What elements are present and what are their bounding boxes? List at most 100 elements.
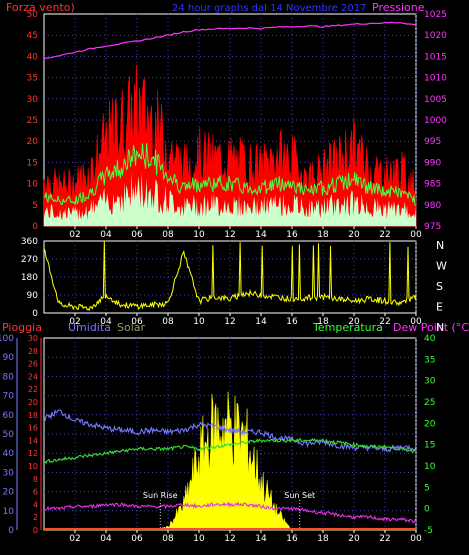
temperature-ytick-label: 15 — [424, 441, 435, 451]
direction-chart-xtick-label: 18 — [317, 317, 329, 327]
compass-label: N — [436, 321, 444, 334]
humidity-ytick-label: 20 — [3, 488, 15, 498]
direction-chart-xtick-label: 06 — [131, 317, 143, 327]
temperature-chart-xtick-label: 04 — [100, 534, 112, 544]
solar-series — [44, 391, 416, 531]
wind-chart-xtick-label: 18 — [317, 230, 329, 240]
wind-ytick-label: 10 — [27, 180, 39, 190]
wind-ytick-label: 25 — [27, 116, 38, 126]
wind-ytick-label: 45 — [27, 31, 38, 41]
pressure-ytick-label: 995 — [424, 137, 441, 147]
temperature-ytick-label: 25 — [424, 398, 435, 408]
rain-ytick-label: 8 — [33, 475, 38, 484]
rain-ytick-label: 28 — [28, 347, 38, 356]
rain-ytick-label: 6 — [33, 488, 38, 497]
wind-axis-title: Forza vento) — [6, 1, 75, 14]
wind-ytick-label: 20 — [27, 137, 39, 147]
pressure-ytick-label: 1010 — [424, 74, 447, 84]
compass-label: N — [436, 239, 444, 252]
direction-chart-xtick-label: 10 — [193, 317, 205, 327]
wind-chart-xtick-label: 06 — [131, 230, 143, 240]
direction-chart-xtick-label: 22 — [379, 317, 390, 327]
temperature-chart-xtick-label: 12 — [224, 534, 235, 544]
temperature-ytick-label: 35 — [424, 355, 435, 365]
wind-ytick-label: 0 — [32, 222, 38, 232]
temperature-ytick-label: 10 — [424, 462, 436, 472]
rain-axis-title: Pioggia — [2, 321, 42, 334]
rain-ytick-label: 22 — [28, 385, 38, 394]
direction-chart-xtick-label: 08 — [162, 317, 174, 327]
pressure-axis-title: Pressione — [372, 1, 425, 14]
pressure-ytick-label: 985 — [424, 180, 441, 190]
humidity-ytick-label: 50 — [3, 430, 15, 440]
wind-ytick-label: 50 — [27, 10, 39, 20]
rain-ytick-label: 20 — [28, 398, 38, 407]
pressure-ytick-label: 1005 — [424, 95, 447, 105]
rain-ytick-label: 30 — [28, 334, 38, 343]
rain-ytick-label: 10 — [28, 462, 38, 471]
direction-ytick-label: 90 — [27, 291, 39, 301]
humidity-ytick-label: 70 — [3, 392, 15, 402]
temperature-chart-xtick-label: 08 — [162, 534, 174, 544]
compass-label: E — [436, 301, 443, 314]
wind-chart-xtick-label: 08 — [162, 230, 174, 240]
rain-ytick-label: 14 — [28, 436, 38, 445]
sunrise-label: Sun Rise — [143, 491, 178, 500]
humidity-ytick-label: 100 — [0, 334, 14, 344]
wind-chart-xtick-label: 20 — [348, 230, 360, 240]
direction-chart-xtick-label: 00 — [410, 317, 422, 327]
wind-ytick-label: 40 — [27, 52, 39, 62]
temperature-chart-xtick-label: 22 — [379, 534, 390, 544]
pressure-ytick-label: 980 — [424, 201, 441, 211]
humidity-ytick-label: 80 — [3, 372, 15, 382]
wind-light-series — [44, 172, 416, 226]
rain-ytick-label: 4 — [33, 500, 38, 509]
pressure-ytick-label: 1000 — [424, 116, 447, 126]
rain-ytick-label: 0 — [33, 526, 38, 535]
humidity-ytick-label: 40 — [3, 449, 15, 459]
direction-chart-xtick-label: 02 — [69, 317, 80, 327]
wind-ytick-label: 35 — [27, 74, 38, 84]
temperature-chart-xtick-label: 18 — [317, 534, 329, 544]
sunset-label: Sun Set — [284, 491, 315, 500]
direction-series — [43, 240, 417, 312]
humidity-ytick-label: 60 — [3, 411, 15, 421]
compass-label: W — [436, 260, 447, 273]
wind-ytick-label: 30 — [27, 95, 39, 105]
wind-ytick-label: 15 — [27, 158, 38, 168]
humidity-axis-title: Umidita — [68, 321, 111, 334]
wind-ytick-label: 5 — [32, 201, 38, 211]
temperature-ytick-label: 40 — [424, 334, 436, 344]
rain-ytick-label: 2 — [33, 513, 38, 522]
temperature-ytick-label: 20 — [424, 419, 436, 429]
humidity-ytick-label: 0 — [8, 526, 14, 536]
humidity-ytick-label: 10 — [3, 507, 15, 517]
pressure-ytick-label: 975 — [424, 222, 441, 232]
temperature-chart-xtick-label: 02 — [69, 534, 80, 544]
direction-ytick-label: 180 — [21, 273, 38, 283]
wind-chart-xtick-label: 16 — [286, 230, 298, 240]
direction-ytick-label: 270 — [21, 255, 38, 265]
direction-chart-xtick-label: 04 — [100, 317, 112, 327]
rain-ytick-label: 26 — [28, 360, 38, 369]
humidity-series — [43, 409, 417, 453]
wind-chart-xtick-label: 14 — [255, 230, 267, 240]
dewpoint-series — [43, 501, 417, 524]
temperature-chart-xtick-label: 16 — [286, 534, 298, 544]
temperature-chart-xtick-label: 06 — [131, 534, 143, 544]
direction-chart-xtick-label: 20 — [348, 317, 360, 327]
temperature-ytick-label: 0 — [424, 505, 430, 515]
direction-chart-xtick-label: 16 — [286, 317, 298, 327]
wind-chart-xtick-label: 02 — [69, 230, 80, 240]
dewpoint-axis-title: Dew Point (°C) — [393, 321, 469, 334]
temperature-chart-xtick-label: 20 — [348, 534, 360, 544]
temperature-ytick-label: -5 — [424, 526, 433, 536]
direction-chart-xtick-label: 14 — [255, 317, 267, 327]
rain-ytick-label: 12 — [28, 449, 38, 458]
pressure-ytick-label: 990 — [424, 158, 441, 168]
wind-chart-xtick-label: 00 — [410, 230, 422, 240]
chart-title: 24 hour graphs dal 14 Novembre 2017 — [172, 3, 366, 14]
temperature-series — [44, 437, 417, 465]
pressure-ytick-label: 1020 — [424, 31, 447, 41]
